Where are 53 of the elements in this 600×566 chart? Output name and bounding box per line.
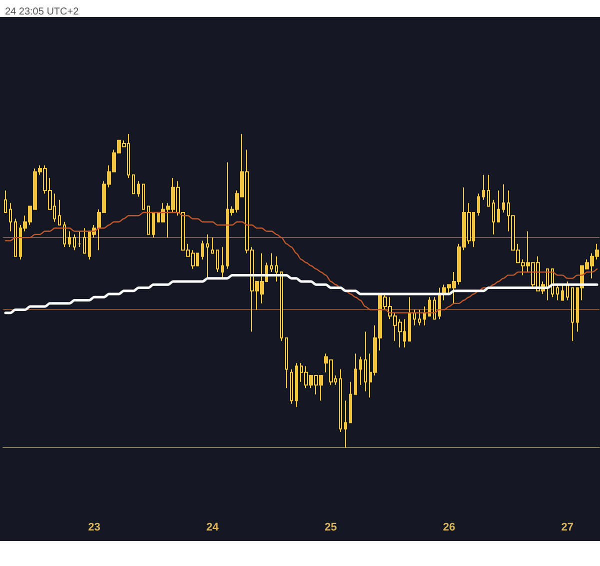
x-tick-label: 27: [561, 522, 574, 534]
candlestick: [152, 212, 155, 238]
candlestick: [285, 337, 288, 389]
candlestick: [561, 284, 564, 301]
x-tick-label: 23: [88, 522, 100, 534]
candlestick: [482, 174, 485, 200]
candlestick: [359, 356, 362, 386]
candlestick: [63, 221, 66, 248]
candlestick: [14, 218, 17, 257]
candlestick: [290, 368, 293, 404]
candlestick: [83, 228, 86, 254]
candlestick: [73, 234, 76, 251]
candlestick: [418, 309, 421, 326]
candlestick: [433, 296, 436, 320]
candlestick: [78, 230, 81, 248]
candlestick: [497, 190, 500, 222]
candlestick: [556, 284, 559, 301]
candlestick: [147, 206, 150, 235]
candlestick: [280, 272, 283, 342]
candlestick: [206, 234, 209, 279]
candlestick: [423, 306, 426, 326]
candlestick: [408, 296, 411, 342]
candlestick: [58, 199, 61, 226]
candlestick: [477, 193, 480, 216]
candlestick: [270, 252, 273, 273]
candlestick: [413, 309, 416, 326]
candlestick: [364, 331, 367, 392]
candlestick: [428, 296, 431, 316]
candlestick: [132, 174, 135, 194]
candlestick: [201, 240, 204, 260]
candlestick: [571, 287, 574, 342]
x-tick-label: 24: [206, 522, 220, 534]
candlestick: [142, 184, 145, 210]
candlestick: [354, 353, 357, 395]
candlestick: [487, 174, 490, 207]
x-tick-label: 25: [324, 522, 337, 534]
candlestick: [275, 256, 278, 282]
candlestick: [137, 180, 140, 198]
candlestick: [566, 280, 569, 301]
candlestick: [4, 190, 7, 213]
candlestick: [339, 368, 342, 433]
candlestick: [344, 400, 347, 448]
candlestick: [349, 381, 352, 424]
candlestick: [295, 362, 298, 408]
candlestick: [9, 202, 12, 232]
candlestick: [492, 199, 495, 235]
candlestick: [221, 246, 224, 279]
x-tick-label: 26: [442, 522, 456, 534]
candlestick: [68, 230, 71, 248]
candlestick: [502, 184, 505, 213]
candlestick: [216, 250, 219, 273]
candlestick: [211, 237, 214, 254]
text: 24 23:05 UTC+2: [5, 6, 80, 18]
